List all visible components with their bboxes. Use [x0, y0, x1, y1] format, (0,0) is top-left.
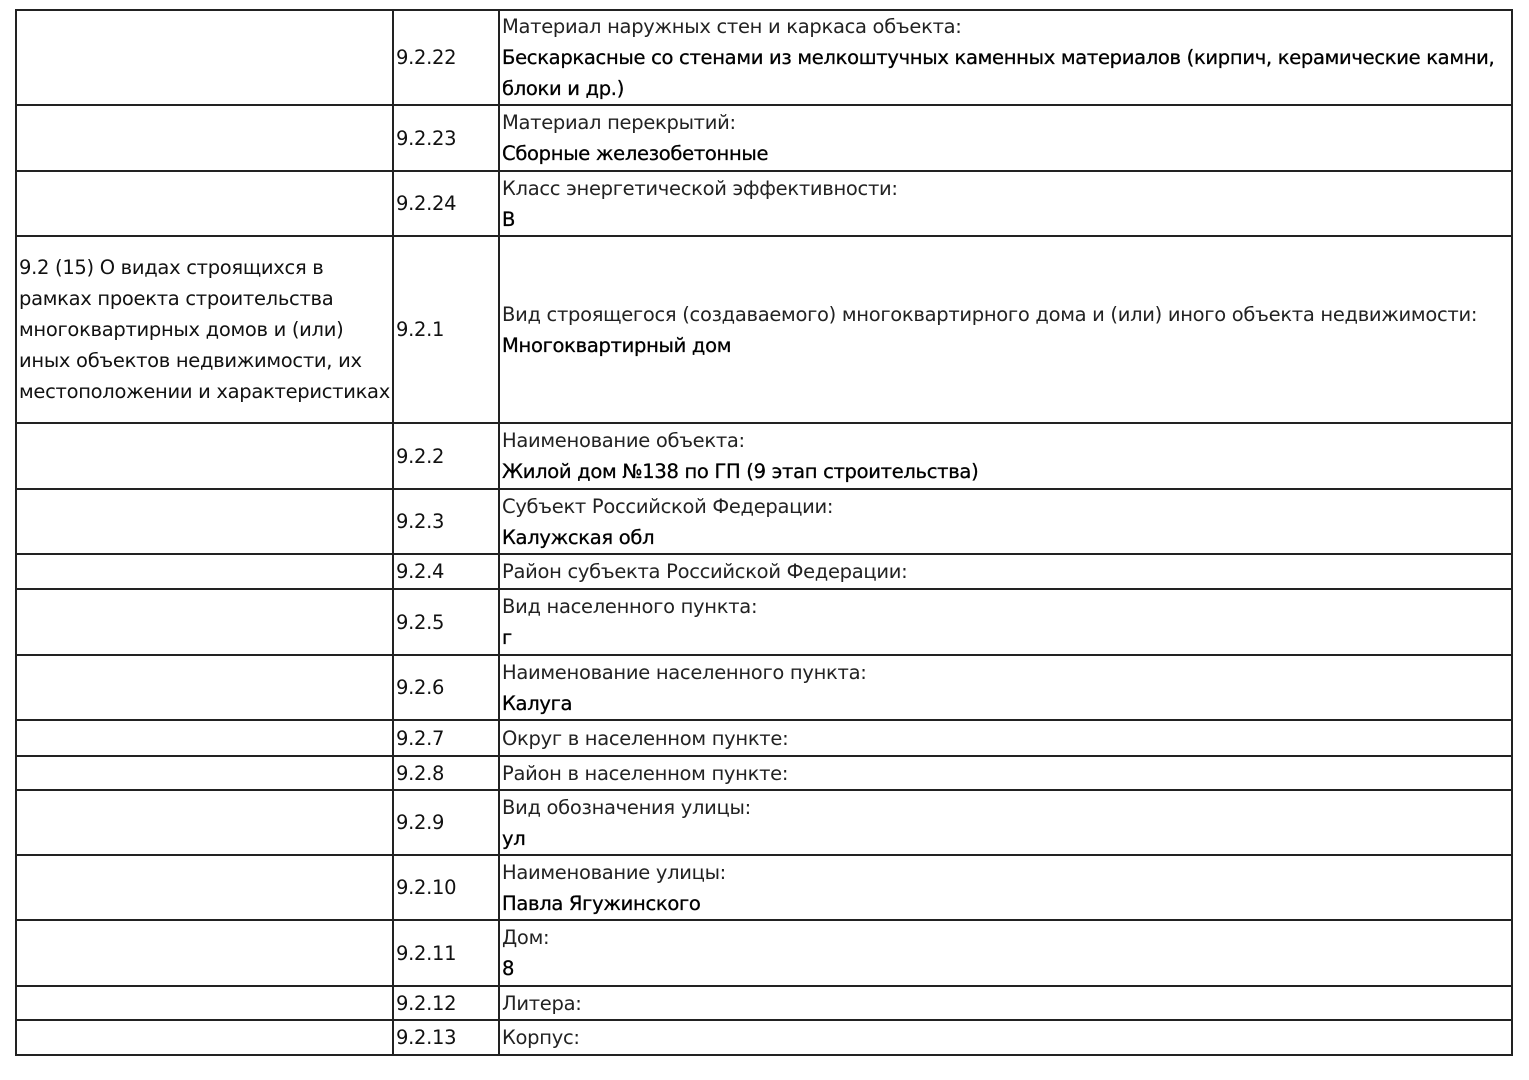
content-cell: Класс энергетической эффективности: B: [498, 170, 1513, 237]
field-value: Бескаркасные со стенами из мелкоштучных …: [502, 46, 1495, 100]
section-cell: [15, 1019, 394, 1056]
table-row: 9.2.3 Субъект Российской Федерации: Калужс…: [15, 488, 1513, 555]
code-cell: 9.2.24: [392, 170, 500, 237]
content-cell: Наименование населенного пункта: Калуга: [498, 654, 1513, 721]
field-value: Сборные железобетонные: [502, 142, 769, 165]
section-cell: [15, 654, 394, 721]
table-row: 9.2.6 Наименование населенного пункта: Кал…: [15, 654, 1513, 721]
section-cell: [15, 104, 394, 172]
code-cell: 9.2.10: [392, 854, 500, 921]
content-cell: Литера:: [498, 985, 1513, 1021]
section-cell: [15, 985, 394, 1021]
code-cell: 9.2.9: [392, 789, 500, 856]
field-label: Субъект Российской Федерации:: [502, 494, 834, 518]
code-cell: 9.2.4: [392, 553, 500, 590]
code-cell: 9.2.8: [392, 755, 500, 791]
content-cell: Дом: 8: [498, 919, 1513, 987]
field-label: Наименование населенного пункта:: [502, 660, 867, 684]
table-row: 9.2.9 Вид обозначения улицы: ул: [15, 789, 1513, 856]
field-label: Вид обозначения улицы:: [502, 795, 751, 819]
code-cell: 9.2.6: [392, 654, 500, 721]
code-cell: 9.2.22: [392, 9, 500, 106]
table-row: 9.2.8 Район в населенном пункте:: [15, 755, 1513, 791]
field-label: Наименование объекта:: [502, 429, 745, 452]
code-cell: 9.2.12: [392, 985, 500, 1021]
section-cell: [15, 488, 394, 555]
section-cell: [15, 789, 394, 856]
field-value: ул: [502, 826, 526, 850]
section-cell: [15, 755, 394, 791]
field-value: Павла Ягужинского: [502, 891, 701, 915]
code-cell: 9.2.2: [392, 422, 500, 490]
content-cell: Район субъекта Российской Федерации:: [498, 553, 1513, 590]
field-value: 8: [502, 957, 515, 980]
table-row: 9.2.5 Вид населенного пункта: г: [15, 588, 1513, 656]
field-label: Дом:: [502, 926, 550, 949]
field-label: Корпус:: [502, 1026, 580, 1049]
table-row: 9.2.2 Наименование объекта: Жилой дом №138…: [15, 422, 1513, 490]
table-row: 9.2.24 Класс энергетической эффективности…: [15, 170, 1513, 237]
table-row: 9.2.22 Материал наружных стен и каркаса о…: [15, 9, 1513, 106]
field-label: Материал наружных стен и каркаса объекта…: [502, 15, 962, 38]
code-cell: 9.2.5: [392, 588, 500, 656]
field-label: Вид строящегося (создаваемого) многоквар…: [502, 302, 1478, 326]
content-cell: Материал перекрытий: Сборные железобетонн…: [498, 104, 1513, 172]
section-cell: [15, 553, 394, 590]
field-value: Жилой дом №138 по ГП (9 этап строительст…: [502, 460, 979, 483]
code-cell: 9.2.11: [392, 919, 500, 987]
content-cell: Наименование улицы: Павла Ягужинского: [498, 854, 1513, 921]
content-cell: Корпус:: [498, 1019, 1513, 1056]
table-row: 9.2 (15) О видах строящихся в рамках про…: [15, 235, 1513, 424]
table-row: 9.2.13 Корпус:: [15, 1019, 1513, 1056]
table-body: 9.2.22 Материал наружных стен и каркаса о…: [15, 9, 1513, 1056]
section-cell: [15, 9, 394, 106]
content-cell: Вид обозначения улицы: ул: [498, 789, 1513, 856]
section-cell: [15, 588, 394, 656]
section-cell: [15, 919, 394, 987]
content-cell: Материал наружных стен и каркаса объекта…: [498, 9, 1513, 106]
code-cell: 9.2.13: [392, 1019, 500, 1056]
code-cell: 9.2.1: [392, 235, 500, 424]
table-row: 9.2.11 Дом: 8: [15, 919, 1513, 987]
code-cell: 9.2.7: [392, 719, 500, 757]
content-cell: Вид населенного пункта: г: [498, 588, 1513, 656]
content-cell: Вид строящегося (создаваемого) многоквар…: [498, 235, 1513, 424]
field-label: Округ в населенном пункте:: [502, 726, 789, 750]
content-cell: Субъект Российской Федерации: Калужская о…: [498, 488, 1513, 555]
table-row: 9.2.12 Литера:: [15, 985, 1513, 1021]
content-cell: Округ в населенном пункте:: [498, 719, 1513, 757]
field-label: Наименование улицы:: [502, 860, 726, 884]
field-value: Калужская обл: [502, 525, 655, 549]
field-label: Вид населенного пункта:: [502, 595, 758, 618]
field-label: Литера:: [502, 991, 582, 1015]
field-value: г: [502, 626, 513, 649]
field-value: B: [502, 207, 516, 231]
section-cell: [15, 422, 394, 490]
table-row: 9.2.7 Округ в населенном пункте:: [15, 719, 1513, 757]
section-cell: 9.2 (15) О видах строящихся в рамках про…: [15, 235, 394, 424]
section-cell: [15, 854, 394, 921]
content-cell: Наименование объекта: Жилой дом №138 по Г…: [498, 422, 1513, 490]
field-label: Класс энергетической эффективности:: [502, 176, 898, 200]
field-value: Многоквартирный дом: [502, 333, 732, 357]
content-cell: Район в населенном пункте:: [498, 755, 1513, 791]
field-label: Район субъекта Российской Федерации:: [502, 560, 908, 583]
field-value: Калуга: [502, 691, 573, 715]
code-cell: 9.2.23: [392, 104, 500, 172]
table-row: 9.2.23 Материал перекрытий: Сборные железо…: [15, 104, 1513, 172]
code-cell: 9.2.3: [392, 488, 500, 555]
declaration-table: 9.2.22 Материал наружных стен и каркаса о…: [15, 9, 1513, 1056]
section-cell: [15, 719, 394, 757]
field-label: Материал перекрытий:: [502, 111, 736, 134]
table-row: 9.2.4 Район субъекта Российской Федерации…: [15, 553, 1513, 590]
section-cell: [15, 170, 394, 237]
table-row: 9.2.10 Наименование улицы: Павла Ягужинско…: [15, 854, 1513, 921]
field-label: Район в населенном пункте:: [502, 761, 789, 785]
